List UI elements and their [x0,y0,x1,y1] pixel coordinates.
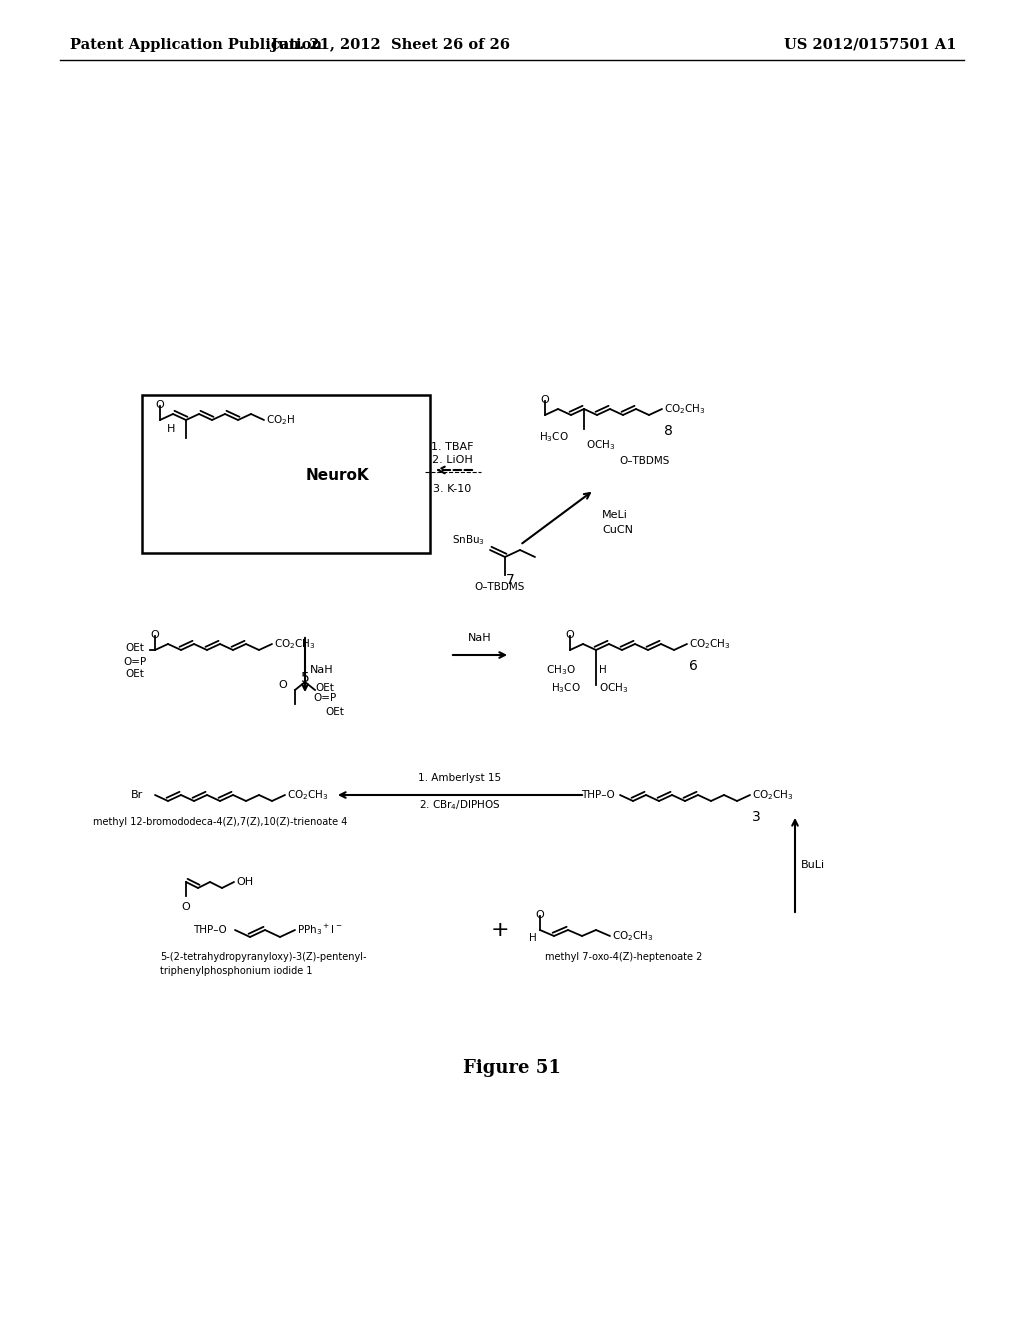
Text: CuCN: CuCN [602,525,633,535]
Text: $\mathregular{PPh_3}$$^+$$\mathregular{I}^-$: $\mathregular{PPh_3}$$^+$$\mathregular{I… [297,923,342,937]
Text: O=P: O=P [313,693,336,704]
Text: CO$_2$H: CO$_2$H [266,413,295,426]
Text: 3: 3 [752,810,761,824]
Text: OEt: OEt [125,643,144,653]
Bar [142,395,430,553]
Text: H: H [599,665,607,675]
Text: MeLi: MeLi [602,510,628,520]
Text: OEt: OEt [125,669,144,678]
Text: O–TBDMS: O–TBDMS [618,455,670,466]
Text: CH$_3$O: CH$_3$O [546,663,575,677]
Text: US 2012/0157501 A1: US 2012/0157501 A1 [783,38,956,51]
Text: H: H [529,933,537,942]
Text: O: O [151,630,160,640]
Text: BuLi: BuLi [801,861,825,870]
Text: 1. TBAF: 1. TBAF [431,442,474,451]
Text: 1. Amberlyst 15: 1. Amberlyst 15 [419,774,502,783]
Text: CO$_2$CH$_3$: CO$_2$CH$_3$ [612,929,653,942]
Text: O: O [279,680,287,690]
Text: CO$_2$CH$_3$: CO$_2$CH$_3$ [664,403,706,416]
Text: Patent Application Publication: Patent Application Publication [70,38,322,51]
Text: CO$_2$CH$_3$: CO$_2$CH$_3$ [287,788,329,801]
Text: OH: OH [236,876,253,887]
Text: H$_3$CO: H$_3$CO [551,681,581,694]
Text: Figure 51: Figure 51 [463,1059,561,1077]
Text: O: O [156,400,165,411]
Text: O: O [565,630,574,640]
Text: methyl 12-bromododeca-4(Z),7(Z),10(Z)-trienoate 4: methyl 12-bromododeca-4(Z),7(Z),10(Z)-tr… [93,817,347,828]
Text: NaH: NaH [468,634,492,643]
Text: O=P: O=P [123,657,146,667]
Text: THP–O: THP–O [582,789,615,800]
Text: Jun. 21, 2012  Sheet 26 of 26: Jun. 21, 2012 Sheet 26 of 26 [270,38,510,51]
Text: NeuroK: NeuroK [305,467,369,483]
Text: O: O [181,902,190,912]
Text: OCH$_3$: OCH$_3$ [586,438,615,451]
Text: triphenylphosphonium iodide 1: triphenylphosphonium iodide 1 [160,966,312,975]
Text: OCH$_3$: OCH$_3$ [599,681,629,694]
Text: 7: 7 [506,573,514,587]
Text: THP–O: THP–O [194,925,227,935]
Text: CO$_2$CH$_3$: CO$_2$CH$_3$ [752,788,794,801]
Text: Br: Br [131,789,143,800]
Text: 5: 5 [301,671,309,685]
Text: O: O [536,909,545,920]
Text: 2. LiOH: 2. LiOH [432,455,473,465]
Text: 6: 6 [689,659,698,673]
Text: OEt: OEt [315,682,334,693]
Text: H: H [167,424,175,434]
Text: +: + [490,920,509,940]
Text: O: O [541,395,549,405]
Text: 2. CBr$_4$/DIPHOS: 2. CBr$_4$/DIPHOS [419,799,501,812]
Text: OEt: OEt [325,708,344,717]
Text: H$_3$CO: H$_3$CO [539,430,568,444]
Text: NaH: NaH [310,665,334,675]
Text: SnBu$_3$: SnBu$_3$ [452,533,485,546]
Text: O–TBDMS: O–TBDMS [475,582,525,591]
Text: 5-(2-tetrahydropyranyloxy)-3(Z)-pentenyl-: 5-(2-tetrahydropyranyloxy)-3(Z)-pentenyl… [160,952,367,962]
Text: CO$_2$CH$_3$: CO$_2$CH$_3$ [689,638,731,651]
Text: 8: 8 [664,424,673,438]
Text: 3. K-10: 3. K-10 [433,484,472,494]
Text: methyl 7-oxo-4(Z)-heptenoate 2: methyl 7-oxo-4(Z)-heptenoate 2 [545,952,702,962]
Text: CO$_2$CH$_3$: CO$_2$CH$_3$ [274,638,315,651]
